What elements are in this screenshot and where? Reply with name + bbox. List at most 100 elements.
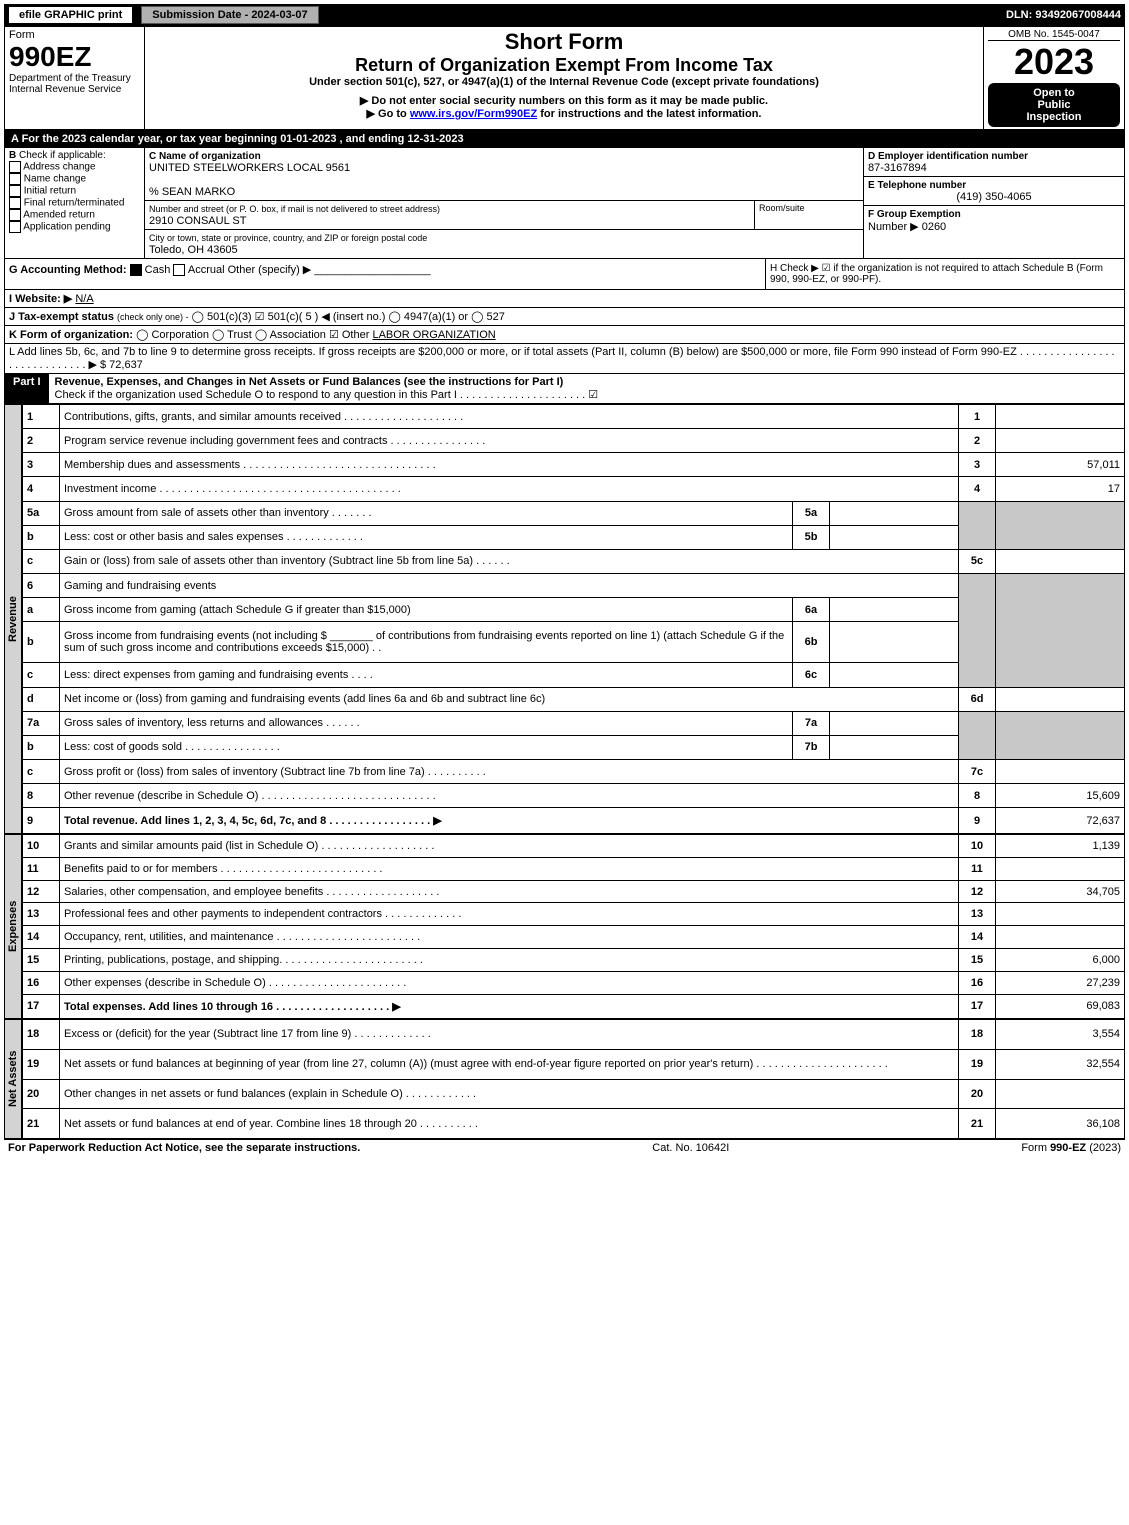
gray-7ab-v <box>996 711 1125 759</box>
opt-application-pending: Application pending <box>23 222 110 233</box>
checkbox-address-change[interactable] <box>9 161 21 173</box>
checkbox-amended-return[interactable] <box>9 209 21 221</box>
section-e-label: E Telephone number <box>868 180 966 191</box>
phone-value: (419) 350-4065 <box>868 191 1120 203</box>
line-5a-text: Gross amount from sale of assets other t… <box>60 501 793 525</box>
page-footer: For Paperwork Reduction Act Notice, see … <box>4 1139 1125 1156</box>
line-5b-ibox: 5b <box>793 525 830 549</box>
line-9: 9Total revenue. Add lines 1, 2, 3, 4, 5c… <box>23 808 1125 834</box>
line-14-box: 14 <box>959 926 996 949</box>
care-of: % SEAN MARKO <box>149 186 235 198</box>
line-6d-box: 6d <box>959 687 996 711</box>
line-6-text: Gaming and fundraising events <box>60 573 959 597</box>
line-15-num: 15 <box>23 949 60 972</box>
footer-left: For Paperwork Reduction Act Notice, see … <box>8 1142 360 1154</box>
line-20-text: Other changes in net assets or fund bala… <box>60 1079 959 1109</box>
section-gh: G Accounting Method: Cash Accrual Other … <box>4 259 1125 290</box>
note2-post: for instructions and the latest informat… <box>537 108 761 120</box>
footer-right-pre: Form <box>1021 1142 1050 1154</box>
line-6a-text: Gross income from gaming (attach Schedul… <box>60 598 793 622</box>
header-center: Short Form Return of Organization Exempt… <box>145 27 984 129</box>
checkbox-cash[interactable] <box>130 264 142 276</box>
line-6b-t1: Gross income from fundraising events (no… <box>64 630 327 642</box>
line-7a-num: 7a <box>23 711 60 735</box>
line-5b-num: b <box>23 525 60 549</box>
revenue-table: 1Contributions, gifts, grants, and simil… <box>22 404 1125 834</box>
footer-right-post: (2023) <box>1086 1142 1121 1154</box>
line-20-box: 20 <box>959 1079 996 1109</box>
line-5a: 5aGross amount from sale of assets other… <box>23 501 1125 525</box>
efile-print-button[interactable]: efile GRAPHIC print <box>8 6 133 24</box>
line-21-val: 36,108 <box>996 1109 1125 1139</box>
line-6b-num: b <box>23 622 60 663</box>
opt-accrual: Accrual <box>188 264 225 276</box>
line-17-num: 17 <box>23 994 60 1018</box>
open-line2: Public <box>992 99 1116 111</box>
main-title: Return of Organization Exempt From Incom… <box>149 55 979 76</box>
line-1-num: 1 <box>23 405 60 429</box>
line-3-text: Membership dues and assessments . . . . … <box>60 453 959 477</box>
line-17-val: 69,083 <box>996 994 1125 1018</box>
checkbox-initial-return[interactable] <box>9 185 21 197</box>
line-4-text: Investment income . . . . . . . . . . . … <box>60 477 959 501</box>
line-5c: cGain or (loss) from sale of assets othe… <box>23 549 1125 573</box>
note-link-row: ▶ Go to www.irs.gov/Form990EZ for instru… <box>149 107 979 120</box>
form-header: Form 990EZ Department of the Treasury In… <box>4 26 1125 130</box>
line-7c: cGross profit or (loss) from sales of in… <box>23 760 1125 784</box>
line-10-val: 1,139 <box>996 835 1125 858</box>
line-18-num: 18 <box>23 1020 60 1050</box>
form-word: Form <box>9 29 140 41</box>
line-8-val: 15,609 <box>996 784 1125 808</box>
line-12-val: 34,705 <box>996 880 1125 903</box>
section-j: J Tax-exempt status (check only one) - ◯… <box>4 308 1125 326</box>
line-4-val: 17 <box>996 477 1125 501</box>
line-7c-box: 7c <box>959 760 996 784</box>
line-12-num: 12 <box>23 880 60 903</box>
line-6c-num: c <box>23 663 60 687</box>
line-6c-ival <box>830 663 959 687</box>
line-6c-ibox: 6c <box>793 663 830 687</box>
line-11-box: 11 <box>959 857 996 880</box>
opt-initial-return: Initial return <box>24 186 76 197</box>
section-g-label: G Accounting Method: <box>9 264 127 276</box>
opt-address-change: Address change <box>23 162 95 173</box>
checkbox-accrual[interactable] <box>173 264 185 276</box>
omb-number: OMB No. 1545-0047 <box>988 29 1120 41</box>
irs-label: Internal Revenue Service <box>9 84 140 95</box>
line-18-box: 18 <box>959 1020 996 1050</box>
line-4-num: 4 <box>23 477 60 501</box>
short-form-title: Short Form <box>149 29 979 55</box>
irs-link[interactable]: www.irs.gov/Form990EZ <box>410 108 537 120</box>
line-16-val: 27,239 <box>996 971 1125 994</box>
info-grid: B Check if applicable: Address change Na… <box>4 148 1125 259</box>
line-6a-ival <box>830 598 959 622</box>
line-9-val: 72,637 <box>996 808 1125 834</box>
section-i: I Website: ▶ N/A <box>4 290 1125 308</box>
checkbox-application-pending[interactable] <box>9 221 21 233</box>
line-18-val: 3,554 <box>996 1020 1125 1050</box>
line-15-box: 15 <box>959 949 996 972</box>
note-ssn: ▶ Do not enter social security numbers o… <box>149 94 979 107</box>
line-5c-val <box>996 549 1125 573</box>
line-12: 12Salaries, other compensation, and empl… <box>23 880 1125 903</box>
line-2-num: 2 <box>23 429 60 453</box>
line-21-box: 21 <box>959 1109 996 1139</box>
line-7a-ibox: 7a <box>793 711 830 735</box>
section-l: L Add lines 5b, 6c, and 7b to line 9 to … <box>4 344 1125 374</box>
section-b-label: B <box>9 150 16 161</box>
line-6b-text: Gross income from fundraising events (no… <box>60 622 793 663</box>
line-21-num: 21 <box>23 1109 60 1139</box>
checkbox-final-return[interactable] <box>9 197 21 209</box>
line-11-num: 11 <box>23 857 60 880</box>
top-bar: efile GRAPHIC print Submission Date - 20… <box>4 4 1125 26</box>
line-1: 1Contributions, gifts, grants, and simil… <box>23 405 1125 429</box>
line-16-box: 16 <box>959 971 996 994</box>
line-14-val <box>996 926 1125 949</box>
line-12-box: 12 <box>959 880 996 903</box>
website-value: N/A <box>75 293 93 305</box>
line-6d-val <box>996 687 1125 711</box>
header-right: OMB No. 1545-0047 2023 Open to Public In… <box>984 27 1124 129</box>
checkbox-name-change[interactable] <box>9 173 21 185</box>
line-9-box: 9 <box>959 808 996 834</box>
line-5a-ibox: 5a <box>793 501 830 525</box>
